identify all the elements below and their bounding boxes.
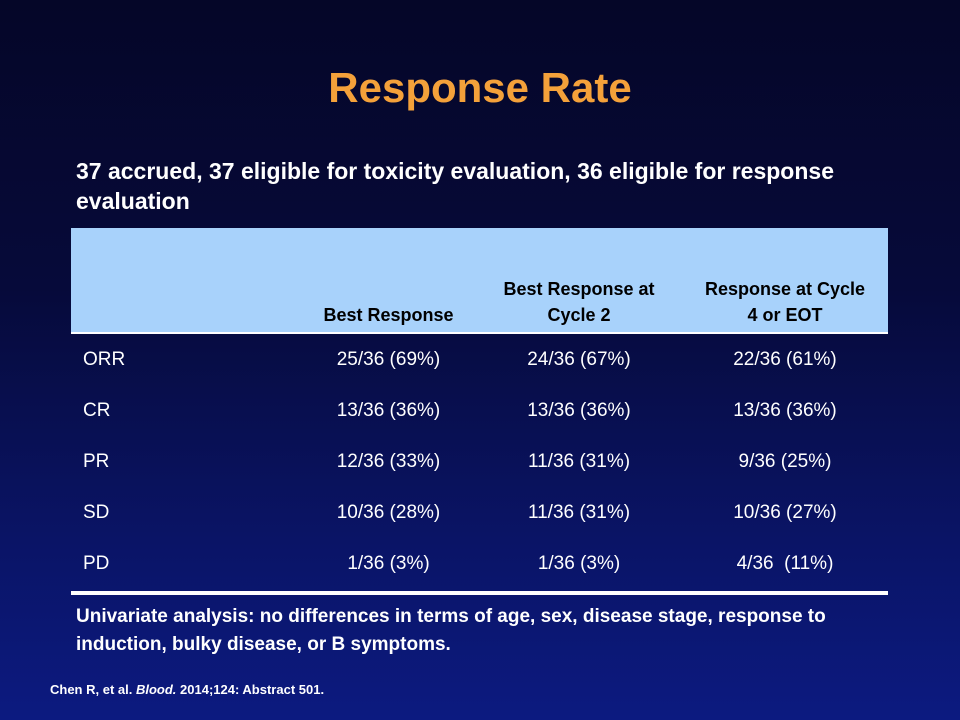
cell-cycle4: 22/36 (61%) (733, 348, 837, 370)
citation-journal: Blood. (135, 682, 177, 697)
cell-best-response: 12/36 (33%) (336, 450, 441, 472)
cell-best-response: 10/36 (28%) (336, 501, 441, 523)
row-label: ORR (83, 348, 126, 370)
citation: Chen R, et al. Blood. 2014;124: Abstract… (50, 681, 324, 699)
table-bottom-rule (71, 591, 888, 595)
cell-cycle4: 9/36 (25%) (738, 450, 832, 472)
table-row: PR 12/36 (33%) 11/36 (31%) 9/36 (25%) (71, 436, 888, 487)
cell-cycle2: 1/36 (3%) (537, 552, 621, 574)
header-best-response: Best Response (323, 305, 454, 325)
table-header: Best Response Best Response at Cycle 2 R… (71, 228, 888, 332)
cell-cycle4: 10/36 (27%) (733, 501, 837, 523)
cell-cycle2: 24/36 (67%) (527, 348, 631, 370)
table-row: ORR 25/36 (69%) 24/36 (67%) 22/36 (61%) (71, 334, 888, 385)
slide-subtitle: 37 accrued, 37 eligible for toxicity eva… (76, 158, 834, 214)
cell-best-response: 25/36 (69%) (336, 348, 441, 370)
cell-cycle2: 11/36 (31%) (527, 450, 631, 472)
row-label: CR (83, 399, 111, 421)
cell-cycle2: 11/36 (31%) (527, 501, 631, 523)
analysis-note: Univariate analysis: no differences in t… (76, 606, 826, 655)
table-row: SD 10/36 (28%) 11/36 (31%) 10/36 (27%) (71, 487, 888, 538)
cell-best-response: 13/36 (36%) (336, 399, 441, 421)
cell-cycle4: 13/36 (36%) (733, 399, 837, 421)
header-response-cycle4: Response at Cycle 4 or EOT (704, 279, 866, 325)
cell-cycle4: 4/36 (11%) (736, 552, 834, 574)
citation-details: 2014;124: Abstract 501. (176, 682, 325, 697)
table-row: CR 13/36 (36%) 13/36 (36%) 13/36 (36%) (71, 385, 888, 436)
cell-best-response: 1/36 (3%) (347, 552, 430, 574)
row-label: PR (83, 450, 110, 472)
table-row: PD 1/36 (3%) 1/36 (3%) 4/36 (11%) (71, 538, 888, 589)
response-table: Best Response Best Response at Cycle 2 R… (71, 228, 888, 595)
row-label: SD (83, 501, 110, 523)
row-label: PD (83, 552, 110, 574)
slide-title: Response Rate (328, 64, 632, 111)
citation-authors: Chen R, et al. (50, 682, 136, 697)
cell-cycle2: 13/36 (36%) (527, 399, 631, 421)
table-body: ORR 25/36 (69%) 24/36 (67%) 22/36 (61%) … (71, 332, 888, 589)
header-best-response-cycle2: Best Response at Cycle 2 (503, 279, 655, 325)
